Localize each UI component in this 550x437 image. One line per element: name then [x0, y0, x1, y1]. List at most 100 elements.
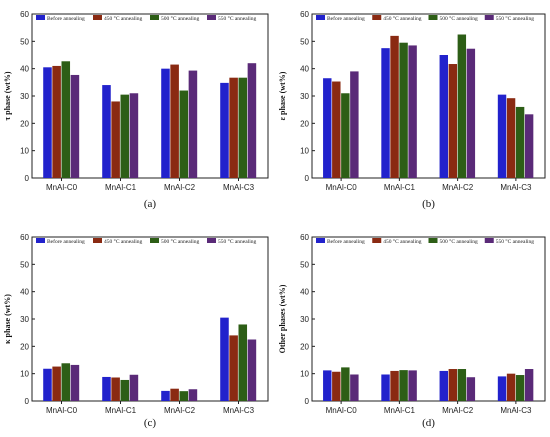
y-axis-label-c: κ phase (wt%) — [3, 294, 12, 344]
legend-label-a-2: 450 °C annealing — [104, 15, 142, 22]
bar-a-3-4 — [188, 70, 198, 178]
y-tick-label-a: 40 — [20, 65, 29, 74]
legend-label-c-1: Before annealing — [47, 238, 85, 245]
y-tick-label-b: 10 — [300, 147, 309, 156]
legend-swatch-d-3 — [428, 238, 438, 243]
y-tick-label-a: 50 — [20, 37, 29, 46]
y-tick-label-c: 50 — [20, 260, 29, 269]
x-tick-label-c: MnAl-C2 — [164, 406, 196, 415]
chart-c-svg: 0 10 20 30 40 50 60 MnAl-C0 MnAl-C1 MnAl-C2 MnAl-C… — [3, 233, 269, 429]
bar-b-3-1 — [439, 55, 448, 178]
bar-a-3-1 — [161, 68, 170, 178]
bar-d-3-4 — [466, 377, 476, 401]
bar-d-2-2 — [390, 370, 399, 401]
legend-label-a-4: 550 °C annealing — [218, 15, 256, 22]
legend-label-b-2: 450 °C annealing — [383, 15, 421, 22]
y-tick-label-c: 60 — [20, 233, 29, 242]
bar-b-4-3 — [515, 106, 525, 178]
bar-a-3-2 — [170, 64, 179, 178]
x-tick-label-c: MnAl-C0 — [46, 406, 78, 415]
chart-panel-c: 0 10 20 30 40 50 60 MnAl-C0 MnAl-C1 MnAl-C2 MnAl-C… — [0, 219, 275, 437]
legend-label-d-1: Before annealing — [327, 238, 365, 245]
y-tick-label-d: 20 — [300, 342, 309, 351]
bar-a-2-3 — [120, 94, 130, 178]
bar-d-4-1 — [497, 376, 507, 401]
legend-label-c-4: 550 °C annealing — [218, 238, 256, 245]
legend-label-a-3: 500 °C annealing — [161, 15, 199, 22]
y-tick-label-d: 30 — [300, 315, 309, 324]
legend-label-c-3: 500 °C annealing — [161, 238, 199, 245]
y-axis-label-b: ε phase (wt%) — [278, 71, 287, 120]
bar-c-1-1 — [43, 368, 52, 401]
bar-c-2-3 — [120, 379, 130, 401]
y-tick-label-a: 0 — [25, 174, 30, 183]
legend-swatch-b-1 — [316, 15, 325, 20]
y-tick-label-c: 40 — [20, 288, 29, 297]
bar-a-4-2 — [229, 77, 238, 178]
legend-swatch-b-4 — [484, 15, 494, 20]
bar-b-4-1 — [497, 94, 507, 178]
legend-swatch-a-4 — [207, 15, 216, 20]
bar-c-3-1 — [161, 390, 170, 401]
bar-d-1-4 — [350, 374, 359, 401]
bar-c-4-3 — [238, 324, 248, 401]
x-tick-label-d: MnAl-C1 — [384, 406, 416, 415]
chart-b-svg: 0 10 20 30 40 50 60 MnAl-C0 MnAl-C1 MnAl-C2 MnAl-C… — [278, 10, 546, 210]
bar-c-2-1 — [102, 376, 111, 401]
bar-b-2-2 — [390, 35, 399, 178]
bar-c-2-4 — [129, 374, 139, 401]
y-tick-label-c: 0 — [25, 397, 30, 406]
bar-b-3-3 — [457, 34, 467, 178]
legend-label-c-2: 450 °C annealing — [104, 238, 142, 245]
bar-c-4-2 — [229, 335, 238, 401]
legend-swatch-c-1 — [36, 238, 45, 243]
legend-swatch-c-4 — [207, 238, 216, 243]
bar-b-3-4 — [466, 48, 476, 178]
x-tick-label-a: MnAl-C1 — [105, 183, 137, 192]
y-tick-label-d: 50 — [300, 260, 309, 269]
x-tick-label-a: MnAl-C0 — [46, 183, 78, 192]
legend-swatch-a-3 — [150, 15, 159, 20]
bar-b-3-2 — [448, 64, 458, 178]
legend-swatch-a-2 — [93, 15, 102, 20]
bar-b-1-2 — [332, 81, 341, 178]
bar-b-1-4 — [350, 71, 359, 178]
x-tick-label-b: MnAl-C2 — [442, 183, 474, 192]
bar-c-3-2 — [170, 388, 179, 401]
y-tick-label-b: 30 — [300, 92, 309, 101]
legend-label-b-1: Before annealing — [327, 15, 365, 22]
bar-a-4-1 — [220, 82, 229, 178]
y-tick-label-b: 50 — [300, 37, 309, 46]
legend-swatch-d-1 — [316, 238, 325, 243]
bar-a-1-3 — [61, 61, 71, 178]
y-tick-label-d: 40 — [300, 288, 309, 297]
bar-b-2-4 — [408, 45, 417, 178]
bar-d-2-3 — [399, 370, 408, 401]
panel-label-c: (c) — [144, 417, 157, 429]
bar-d-3-3 — [457, 369, 467, 401]
y-tick-label-c: 10 — [20, 370, 29, 379]
bar-d-2-4 — [408, 370, 417, 401]
bar-b-2-1 — [381, 48, 390, 178]
y-tick-label-a: 60 — [20, 10, 29, 19]
bar-d-1-2 — [332, 371, 341, 401]
bar-d-2-1 — [381, 374, 390, 401]
bar-c-2-2 — [111, 377, 120, 401]
bar-a-1-4 — [70, 74, 80, 178]
bar-c-4-4 — [247, 339, 257, 401]
y-tick-label-b: 0 — [305, 174, 310, 183]
x-tick-label-d: MnAl-C3 — [500, 406, 532, 415]
bar-d-3-1 — [439, 370, 448, 401]
y-tick-label-d: 0 — [305, 397, 310, 406]
legend-label-d-3: 500 °C annealing — [440, 238, 478, 245]
legend-swatch-b-3 — [428, 15, 438, 20]
x-tick-label-c: MnAl-C3 — [223, 406, 255, 415]
bar-b-4-2 — [506, 98, 516, 178]
panel-label-b: (b) — [422, 198, 435, 210]
bar-c-1-3 — [61, 363, 71, 401]
y-axis-label-d: Other phases (wt%) — [278, 284, 287, 353]
bar-a-2-1 — [102, 85, 111, 178]
bar-a-2-4 — [129, 93, 139, 178]
bar-c-1-2 — [52, 366, 61, 401]
legend-label-b-4: 550 °C annealing — [496, 15, 534, 22]
